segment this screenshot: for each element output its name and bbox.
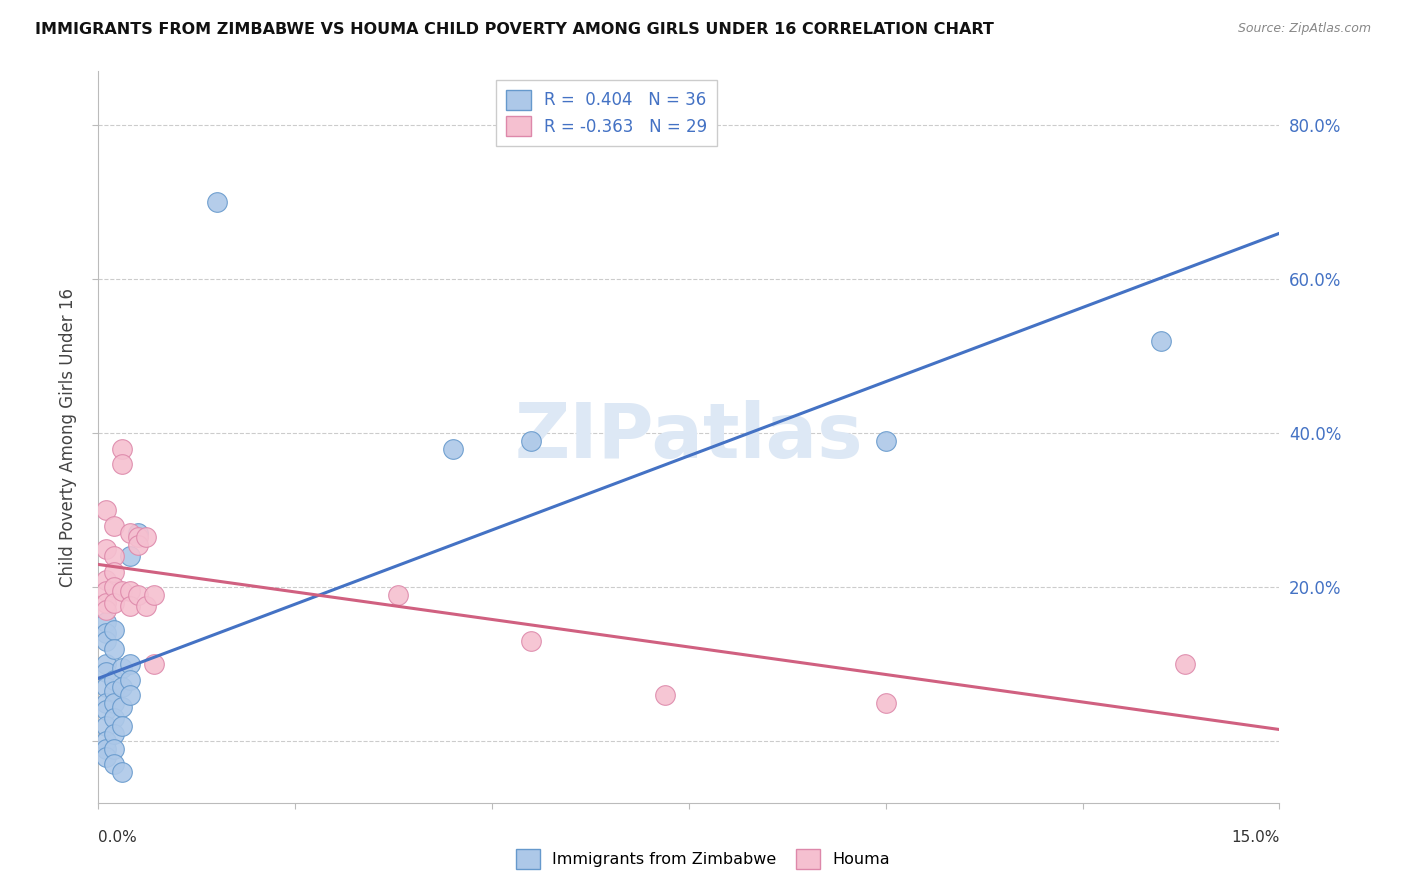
Point <box>875 434 897 448</box>
Point <box>96 749 118 764</box>
Text: ZIPatlas: ZIPatlas <box>515 401 863 474</box>
Point <box>118 673 141 687</box>
Text: IMMIGRANTS FROM ZIMBABWE VS HOUMA CHILD POVERTY AMONG GIRLS UNDER 16 CORRELATION: IMMIGRANTS FROM ZIMBABWE VS HOUMA CHILD … <box>35 22 994 37</box>
Point <box>96 603 118 617</box>
Point <box>118 549 141 564</box>
Point <box>111 457 134 471</box>
Point <box>96 696 118 710</box>
Point <box>103 596 125 610</box>
Point <box>118 526 141 541</box>
Point <box>96 596 118 610</box>
Point <box>103 742 125 756</box>
Text: 0.0%: 0.0% <box>98 830 138 845</box>
Point <box>96 634 118 648</box>
Point <box>387 588 409 602</box>
Point <box>1174 657 1197 672</box>
Point <box>1150 334 1173 348</box>
Point <box>103 696 125 710</box>
Point <box>96 719 118 733</box>
Point <box>111 584 134 599</box>
Point <box>127 530 149 544</box>
Point <box>96 657 118 672</box>
Point <box>103 580 125 594</box>
Point <box>111 719 134 733</box>
Point <box>111 661 134 675</box>
Point <box>118 584 141 599</box>
Point <box>111 699 134 714</box>
Point <box>103 549 125 564</box>
Legend: Immigrants from Zimbabwe, Houma: Immigrants from Zimbabwe, Houma <box>509 843 897 875</box>
Point <box>96 615 118 629</box>
Point <box>127 538 149 552</box>
Point <box>96 541 118 556</box>
Point <box>103 673 125 687</box>
Point <box>96 503 118 517</box>
Point <box>103 684 125 698</box>
Point <box>111 442 134 456</box>
Point <box>96 665 118 679</box>
Point <box>441 442 464 456</box>
Point <box>142 657 165 672</box>
Point <box>111 681 134 695</box>
Point <box>96 681 118 695</box>
Point <box>96 584 118 599</box>
Point <box>103 726 125 740</box>
Point <box>111 764 134 779</box>
Point <box>103 641 125 656</box>
Point <box>103 518 125 533</box>
Text: Source: ZipAtlas.com: Source: ZipAtlas.com <box>1237 22 1371 36</box>
Point <box>96 573 118 587</box>
Point <box>127 588 149 602</box>
Point <box>205 195 228 210</box>
Point <box>118 599 141 614</box>
Point <box>520 434 543 448</box>
Point <box>103 711 125 725</box>
Point <box>142 588 165 602</box>
Point <box>96 742 118 756</box>
Point <box>135 599 157 614</box>
Point <box>654 688 676 702</box>
Point <box>96 703 118 717</box>
Point <box>103 623 125 637</box>
Point <box>103 757 125 772</box>
Y-axis label: Child Poverty Among Girls Under 16: Child Poverty Among Girls Under 16 <box>59 287 77 587</box>
Point <box>118 657 141 672</box>
Point <box>127 526 149 541</box>
Point <box>875 696 897 710</box>
Point <box>103 565 125 579</box>
Legend: R =  0.404   N = 36, R = -0.363   N = 29: R = 0.404 N = 36, R = -0.363 N = 29 <box>495 79 717 146</box>
Point <box>135 530 157 544</box>
Point <box>96 734 118 748</box>
Text: 15.0%: 15.0% <box>1232 830 1279 845</box>
Point <box>96 626 118 640</box>
Point <box>118 688 141 702</box>
Point <box>520 634 543 648</box>
